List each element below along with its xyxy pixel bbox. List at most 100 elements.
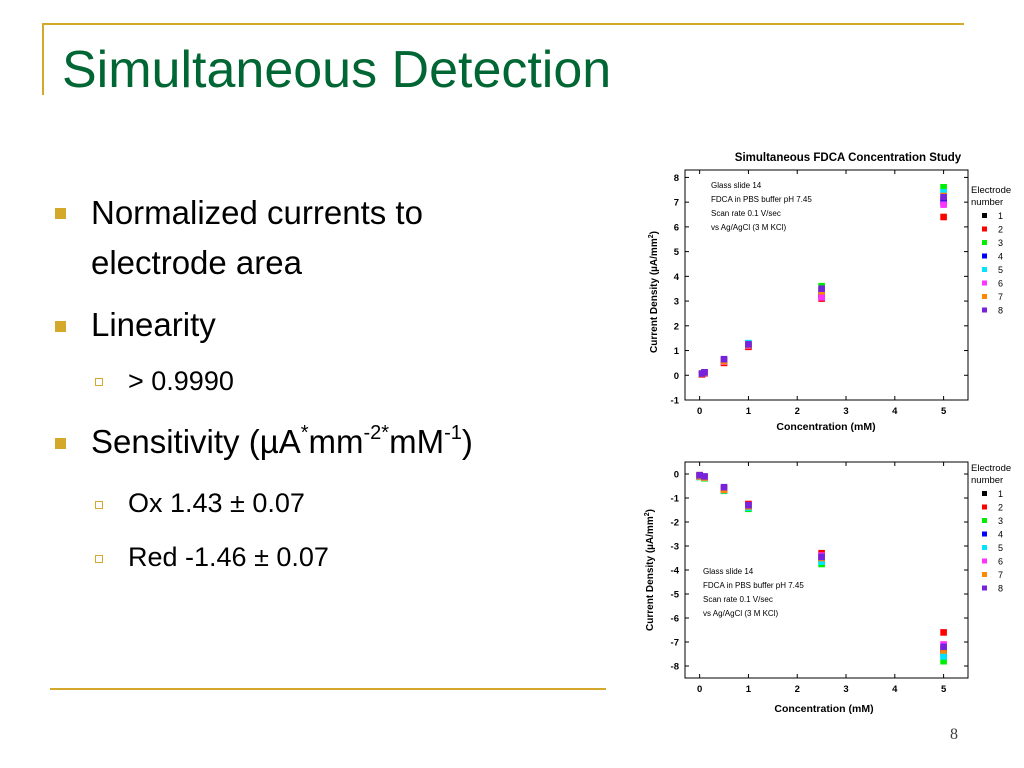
sub-bullet-ox: Ox 1.43 ± 0.07 — [128, 488, 305, 518]
data-point — [701, 473, 708, 480]
chart-annotation-line: Scan rate 0.1 V/sec — [711, 209, 781, 218]
x-tick-label: 1 — [746, 684, 752, 695]
legend-label: 3 — [998, 238, 1003, 248]
y-tick-label: -2 — [671, 518, 679, 529]
y-tick-label: -1 — [671, 396, 680, 407]
y-tick-label: 1 — [674, 346, 680, 357]
chart-annotation-line: FDCA in PBS buffer pH 7.45 — [703, 581, 804, 590]
chart-annotation-line: vs Ag/AgCl (3 M KCl) — [703, 609, 778, 618]
sensitivity-sup-3: -1 — [444, 422, 462, 444]
data-point — [818, 558, 825, 565]
legend-label: 1 — [998, 211, 1003, 221]
legend-label: 6 — [998, 557, 1003, 567]
frame-left-rule — [42, 23, 44, 95]
data-point — [940, 653, 947, 660]
slide-title: Simultaneous Detection — [62, 41, 612, 99]
y-axis-label: Current Density (µA/mm2) — [648, 231, 660, 353]
legend-swatch — [982, 307, 987, 313]
legend-title: number — [971, 475, 1003, 486]
bullet-marker — [55, 208, 66, 219]
sub-bullet-linearity-value: > 0.9990 — [128, 366, 234, 396]
legend-label: 7 — [998, 570, 1003, 580]
legend-title: Electrode — [971, 463, 1011, 474]
legend-label: 8 — [998, 306, 1003, 316]
y-tick-label: -6 — [671, 614, 679, 625]
data-point — [940, 657, 947, 665]
data-point — [940, 643, 947, 651]
legend-swatch — [982, 531, 987, 537]
legend-swatch — [982, 491, 987, 496]
bottom-rule — [50, 688, 606, 690]
legend-swatch — [982, 518, 987, 523]
y-tick-label: 3 — [674, 297, 679, 308]
legend-swatch — [982, 240, 987, 245]
y-label-sup: 2 — [648, 234, 655, 238]
data-point — [940, 184, 947, 191]
legend-swatch — [982, 253, 987, 259]
legend-label: 3 — [998, 516, 1003, 526]
sensitivity-mm: mm — [308, 423, 364, 460]
sensitivity-suffix: ) — [461, 423, 473, 460]
x-tick-label: 2 — [795, 406, 800, 417]
legend-label: 8 — [998, 584, 1003, 594]
x-tick-label: 2 — [795, 684, 800, 695]
legend-label: 2 — [998, 225, 1003, 235]
x-tick-label: 3 — [843, 684, 848, 695]
data-point — [745, 501, 752, 509]
chart-annotation-line: Glass slide 14 — [703, 567, 754, 576]
y-label-main: Current Density ( — [649, 271, 660, 353]
bullet-marker — [55, 438, 66, 449]
bullet-normalized-cont: electrode area — [91, 244, 302, 281]
legend-swatch — [982, 213, 987, 218]
x-tick-label: 0 — [697, 406, 702, 417]
legend-label: 1 — [998, 489, 1003, 499]
sensitivity-prefix: Sensitivity (µA — [91, 423, 301, 460]
y-tick-label: 7 — [674, 198, 679, 209]
y-label-close: ) — [649, 231, 660, 234]
y-label-unit: A/mm — [649, 238, 660, 266]
x-tick-label: 1 — [746, 406, 752, 417]
bullet-linearity: Linearity — [91, 306, 216, 343]
data-point — [696, 471, 703, 479]
data-point — [745, 341, 752, 348]
data-point — [720, 355, 728, 363]
frame-top-rule — [42, 23, 964, 25]
x-axis-label: Concentration (mM) — [776, 421, 875, 433]
chart-annotation-line: Glass slide 14 — [711, 181, 762, 190]
sensitivity-sup-1: * — [300, 422, 309, 444]
bullet-sensitivity: Sensitivity (µA*mm-2*mM-1) — [91, 417, 473, 467]
y-tick-label: -8 — [671, 662, 679, 673]
legend-swatch — [982, 558, 987, 564]
y-tick-label: 8 — [674, 173, 679, 184]
y-axis-label: Current Density (µA/mm2) — [644, 509, 656, 631]
legend-label: 4 — [998, 530, 1003, 540]
y-tick-label: 5 — [674, 247, 680, 258]
y-label-close: ) — [645, 509, 656, 512]
legend-label: 2 — [998, 503, 1003, 513]
data-point — [818, 294, 825, 301]
data-point — [818, 553, 825, 561]
y-tick-label: -3 — [671, 542, 679, 553]
legend-swatch — [982, 280, 987, 286]
sensitivity-mM: mM — [389, 423, 445, 460]
sub-bullet-marker — [95, 555, 103, 563]
data-point — [940, 647, 947, 654]
y-label-mu: µ — [645, 544, 656, 550]
data-point — [940, 188, 947, 196]
data-point — [940, 629, 947, 636]
y-label-main: Current Density ( — [645, 549, 656, 631]
y-tick-label: -5 — [671, 590, 680, 601]
legend-swatch — [982, 294, 987, 299]
x-tick-label: 5 — [941, 684, 947, 695]
y-tick-label: 6 — [674, 222, 679, 233]
sub-bullet-marker — [95, 501, 103, 509]
sub-bullet-red: Red -1.46 ± 0.07 — [128, 542, 329, 572]
data-point — [701, 369, 708, 376]
legend-swatch — [982, 545, 987, 550]
x-tick-label: 3 — [843, 406, 848, 417]
y-tick-label: 4 — [674, 272, 680, 283]
sensitivity-sup-2: -2* — [363, 422, 390, 444]
x-tick-label: 4 — [892, 684, 898, 695]
data-point — [940, 213, 947, 221]
